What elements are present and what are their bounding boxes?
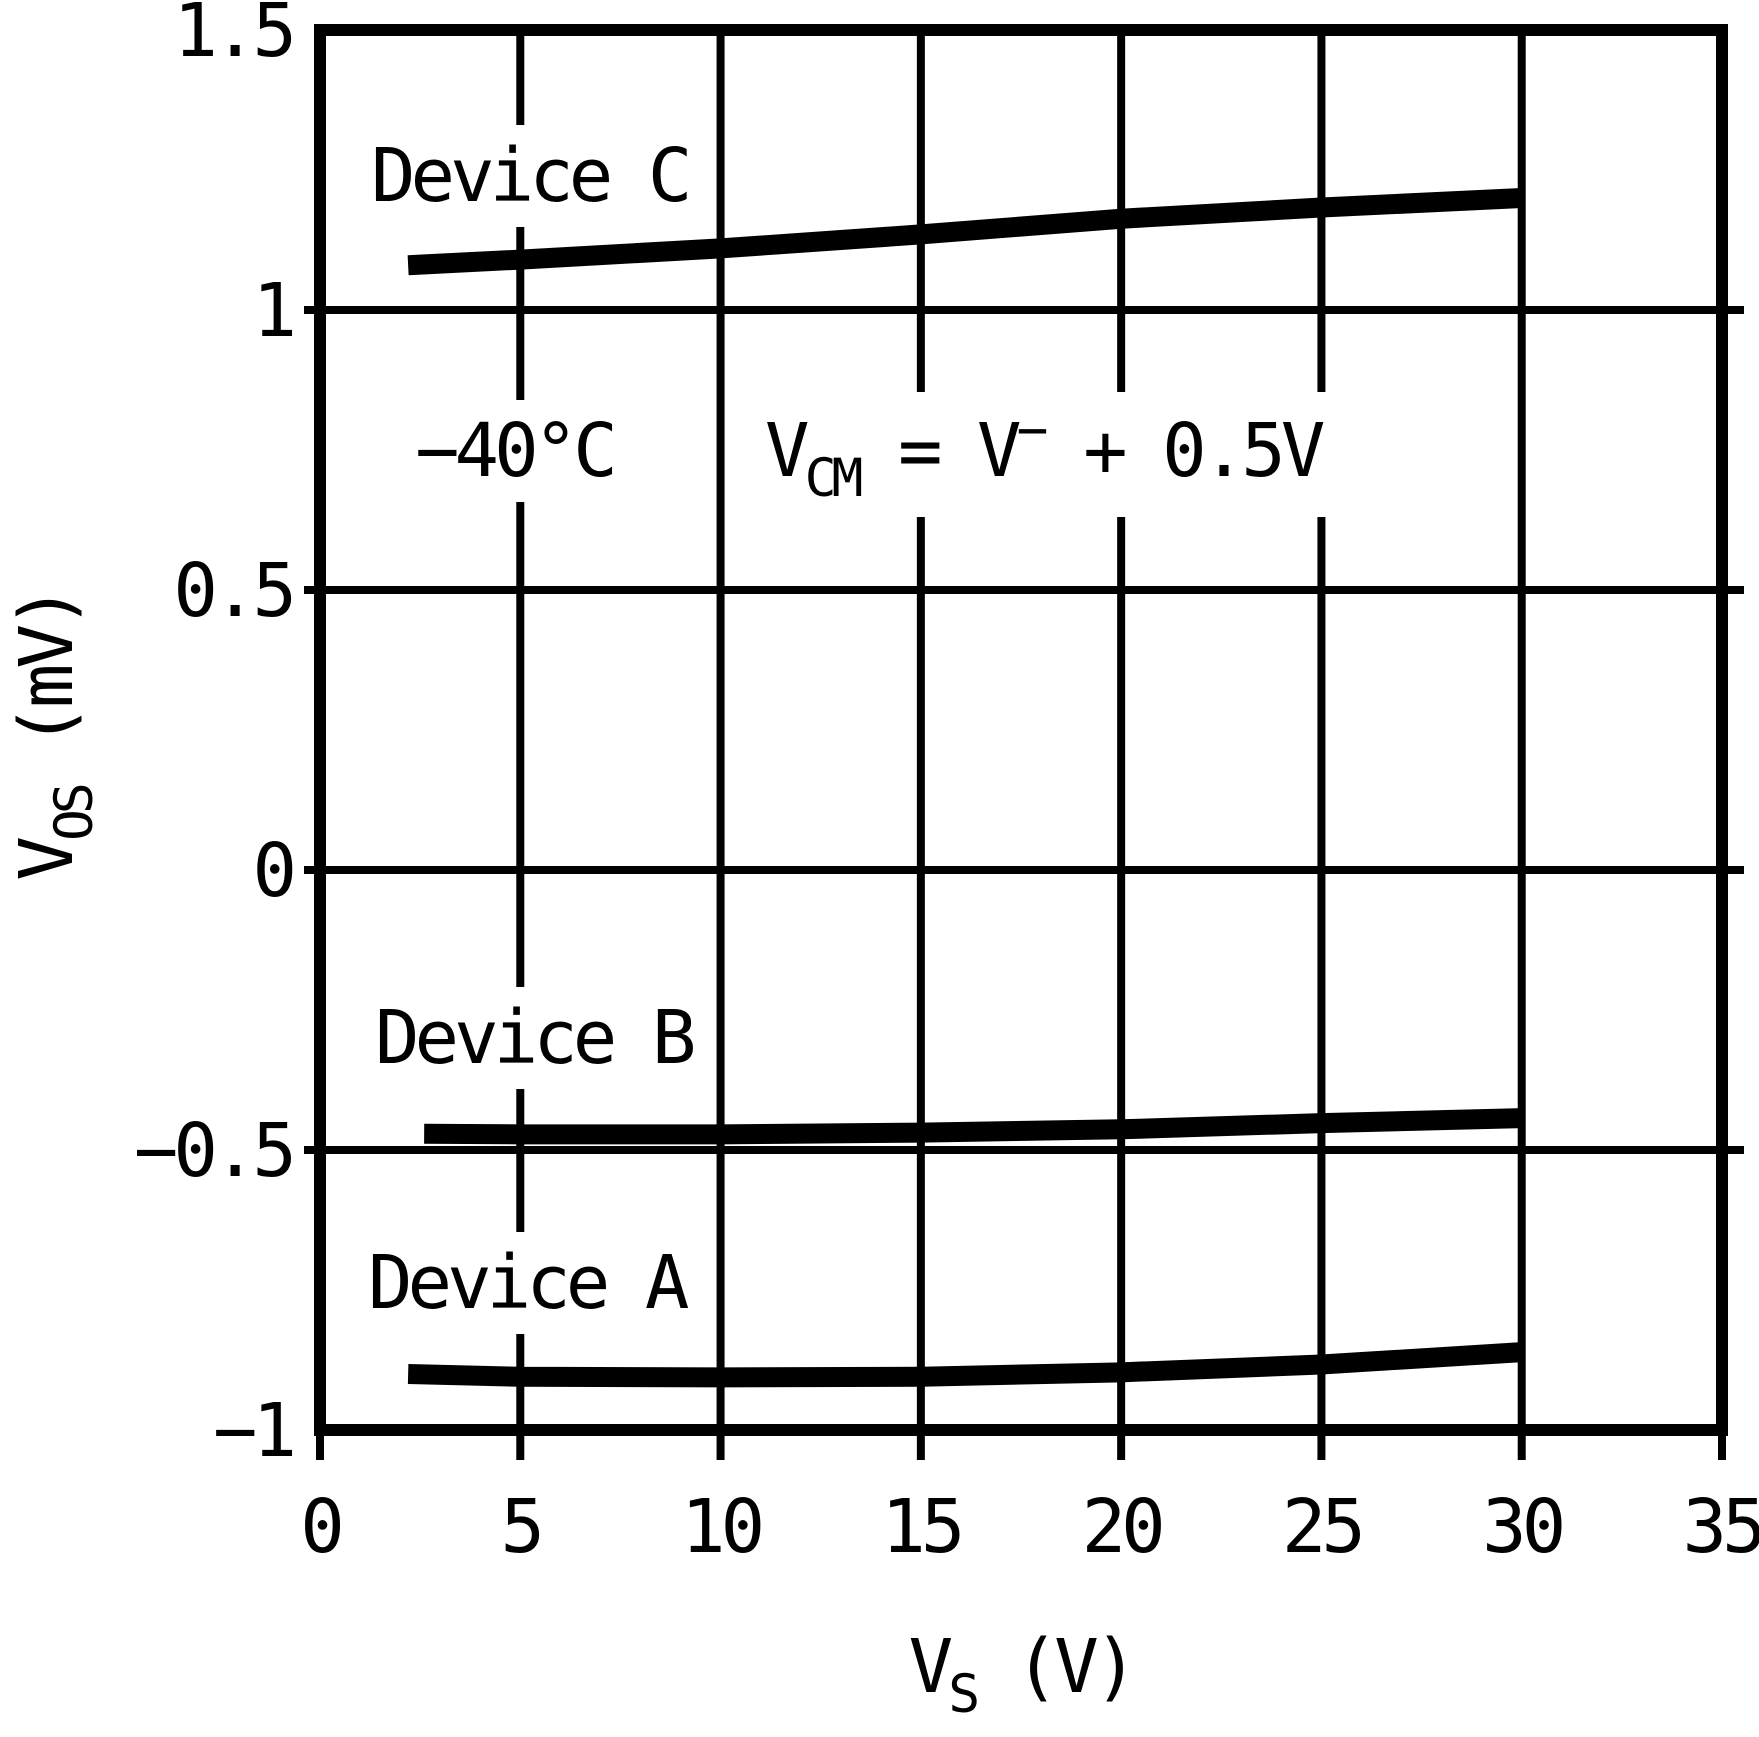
plot-border bbox=[314, 24, 1728, 1436]
x-tick-label: 0 bbox=[300, 1484, 340, 1570]
x-tick-label: 5 bbox=[501, 1484, 541, 1570]
curves bbox=[407, 188, 1523, 1388]
label-background bbox=[755, 392, 1334, 517]
x-axis-title: VS (V) bbox=[909, 1624, 1134, 1725]
curve-device-c bbox=[407, 188, 1523, 276]
y-tick-label: 0.5 bbox=[173, 548, 292, 634]
formula-part: CM bbox=[805, 448, 862, 509]
label-backgrounds bbox=[358, 125, 1334, 1334]
x-tick-label: 15 bbox=[881, 1484, 960, 1570]
x-axis-title-base: V bbox=[909, 1624, 952, 1710]
y-axis-title: VOS (mV) bbox=[4, 589, 105, 880]
curve-device-b bbox=[424, 1108, 1522, 1145]
label-background bbox=[361, 125, 698, 227]
gridlines bbox=[320, 30, 1722, 1430]
formula-part: + 0.5V bbox=[1044, 408, 1324, 494]
annotation-formula: VCM = V− + 0.5V bbox=[765, 400, 1324, 509]
y-tick-label: 0 bbox=[252, 828, 292, 914]
y-tick-label: −0.5 bbox=[134, 1108, 292, 1194]
series-label-device-b: Device B bbox=[375, 995, 694, 1081]
label-background bbox=[358, 1232, 699, 1334]
y-tick-label: −1 bbox=[213, 1388, 293, 1474]
curve-device-a bbox=[407, 1342, 1523, 1388]
y-tick-labels: −1 −0.5 0 0.5 1 1.5 bbox=[134, 0, 298, 1474]
series-label-device-a: Device A bbox=[368, 1240, 689, 1326]
y-axis-title-unit: (mV) bbox=[4, 589, 90, 787]
y-axis-title-base: V bbox=[4, 838, 90, 881]
y-tick-label: 1 bbox=[252, 268, 292, 354]
x-tick-label: 10 bbox=[681, 1484, 761, 1570]
x-tick-label: 20 bbox=[1082, 1484, 1162, 1570]
formula-part: V bbox=[765, 408, 808, 494]
y-axis-title-subscript: OS bbox=[44, 785, 105, 841]
x-tick-label: 30 bbox=[1482, 1484, 1562, 1570]
formula-part: = V bbox=[858, 408, 1020, 494]
series-label-device-c: Device C bbox=[371, 133, 687, 219]
x-tick-label: 35 bbox=[1682, 1484, 1759, 1570]
x-axis-title-subscript: S bbox=[948, 1664, 977, 1725]
annotation-temperature: −40°C bbox=[415, 408, 613, 494]
label-background bbox=[405, 400, 623, 502]
x-tick-label: 25 bbox=[1282, 1484, 1361, 1570]
x-tick-labels: 0 5 10 15 20 25 30 35 bbox=[300, 1484, 1759, 1570]
label-background bbox=[365, 987, 704, 1089]
y-tick-label: 1.5 bbox=[173, 0, 292, 74]
formula-part: − bbox=[1017, 400, 1047, 461]
x-axis-title-unit: (V) bbox=[975, 1624, 1133, 1710]
